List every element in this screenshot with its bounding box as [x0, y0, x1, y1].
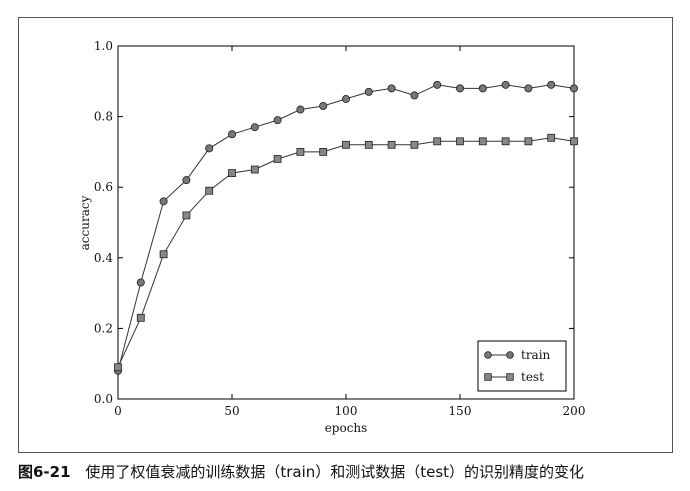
data-point-train — [182, 176, 191, 185]
data-point-test — [228, 169, 236, 177]
legend-label-train: train — [521, 348, 551, 362]
legend-marker-train — [484, 351, 492, 359]
data-point-train — [205, 144, 214, 153]
data-point-test — [364, 140, 373, 149]
figure-number: 图6-21 — [18, 463, 71, 481]
data-point-train — [273, 116, 282, 125]
series-line-test — [117, 137, 575, 368]
legend-marker-train — [506, 351, 514, 359]
y-axis-label: accuracy — [78, 195, 92, 250]
y-tick-label: 0.6 — [94, 180, 113, 194]
data-point-test — [273, 155, 282, 163]
data-point-test — [182, 211, 191, 220]
data-point-train — [410, 91, 419, 100]
data-point-test — [319, 147, 328, 156]
caption-text: 使用了权值衰减的训练数据（train）和测试数据（test）的识别精度的变化 — [85, 463, 585, 481]
data-point-test — [114, 363, 122, 372]
data-point-test — [342, 140, 350, 149]
legend-marker-test — [506, 373, 514, 381]
data-point-train — [524, 84, 533, 93]
x-tick-label: 200 — [563, 404, 586, 418]
data-point-train — [364, 87, 373, 96]
data-point-train — [227, 130, 236, 139]
data-point-test — [250, 165, 259, 174]
series-line-train — [117, 84, 575, 371]
x-tick-label: 100 — [335, 404, 358, 418]
data-point-test — [410, 140, 419, 149]
y-tick-label: 0.8 — [94, 110, 113, 124]
data-point-test — [433, 137, 442, 146]
data-point-train — [319, 102, 328, 111]
y-tick-label: 1.0 — [94, 39, 113, 53]
y-tick-label: 0.2 — [94, 321, 113, 335]
x-tick-label: 150 — [449, 404, 472, 418]
data-point-test — [547, 133, 556, 142]
x-tick-label: 50 — [224, 404, 239, 418]
legend-label-test: test — [521, 370, 544, 384]
data-point-test — [456, 137, 464, 146]
y-tick-label: 0.4 — [94, 251, 113, 265]
x-tick-label: 0 — [114, 404, 122, 418]
data-point-test — [478, 137, 487, 146]
y-tick-label: 0.0 — [94, 392, 113, 406]
data-point-train — [159, 197, 168, 206]
legend-marker-test — [484, 373, 492, 381]
data-point-train — [296, 105, 305, 114]
data-point-train — [341, 94, 350, 103]
figure-frame — [18, 17, 673, 453]
data-point-train — [570, 84, 579, 93]
data-point-test — [501, 137, 510, 146]
data-point-test — [524, 137, 533, 146]
data-point-test — [159, 250, 168, 259]
data-point-train — [250, 123, 259, 132]
data-point-train — [455, 84, 464, 93]
legend-box — [477, 340, 567, 392]
x-axis-label: epochs — [325, 421, 368, 435]
plot-area: 0 50 100 150 200 0.0 0.2 0.4 0.6 0.8 1.0 — [94, 39, 586, 418]
data-point-test — [387, 140, 396, 149]
data-point-train — [547, 80, 556, 89]
data-point-train — [136, 278, 145, 287]
data-point-train — [478, 84, 487, 93]
figure-caption: 图6-21 使用了权值衰减的训练数据（train）和测试数据（test）的识别精… — [18, 461, 584, 482]
data-point-test — [570, 137, 578, 146]
data-point-train — [387, 84, 396, 93]
legend: train test — [477, 340, 567, 392]
data-point-train — [433, 80, 442, 89]
data-point-test — [296, 147, 305, 156]
data-point-train — [501, 80, 510, 89]
series-layer — [114, 80, 579, 375]
data-point-test — [205, 186, 214, 195]
data-point-test — [136, 313, 145, 322]
